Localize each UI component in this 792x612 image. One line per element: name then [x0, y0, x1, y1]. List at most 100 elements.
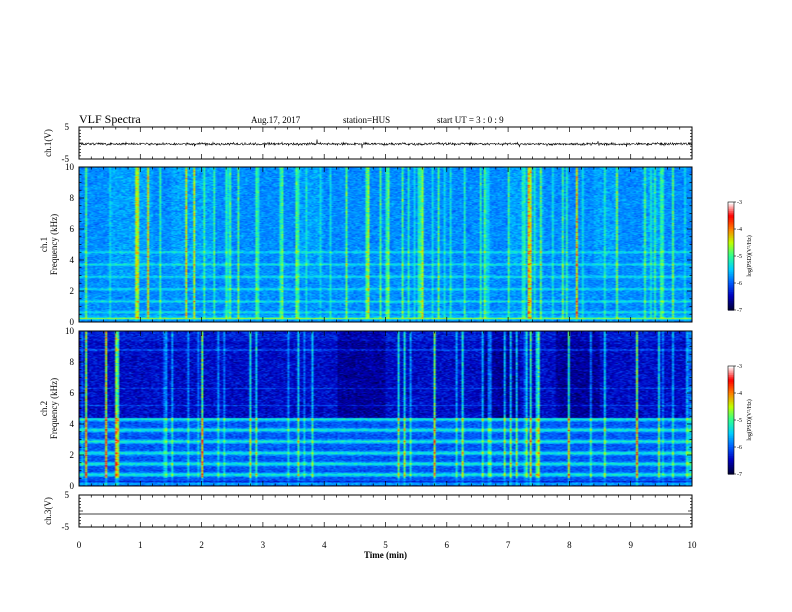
- ch1-spectrogram-image: [79, 167, 692, 322]
- colorbar-segment: [728, 308, 734, 311]
- colorbar-segment: [728, 229, 734, 232]
- x-tick-label: 6: [445, 540, 450, 550]
- colorbar-segment: [728, 452, 734, 455]
- colorbar-segment: [728, 378, 734, 381]
- colorbar-tick-label: -6: [737, 281, 742, 287]
- y-tick-label: 4: [70, 255, 75, 265]
- colorbar-segment: [728, 416, 734, 419]
- y-axis-label-channel: ch.1: [39, 237, 49, 252]
- colorbar-tick-label: -5: [737, 418, 742, 424]
- colorbar-segment: [728, 266, 734, 270]
- colorbar-segment: [728, 420, 734, 423]
- colorbar-segment: [728, 445, 734, 448]
- colorbar-segment: [728, 470, 734, 473]
- colorbar-segment: [728, 425, 734, 428]
- colorbar-segment: [728, 391, 734, 394]
- colorbar-segment: [728, 277, 734, 280]
- colorbar-segment: [728, 284, 734, 288]
- colorbar-segment: [728, 367, 734, 371]
- colorbar-segment: [728, 239, 734, 243]
- colorbar-segment: [728, 412, 734, 416]
- colorbar-tick-label: -3: [737, 364, 742, 370]
- colorbar-segment: [728, 275, 734, 279]
- colorbar-segment: [728, 465, 734, 468]
- colorbar-segment: [728, 393, 734, 396]
- colorbar-segment: [728, 403, 734, 407]
- colorbar-segment: [728, 430, 734, 434]
- colorbar-segment: [728, 250, 734, 253]
- colorbar-segment: [728, 257, 734, 261]
- x-tick-label: 0: [77, 540, 82, 550]
- colorbar-tick-label: -3: [737, 200, 742, 206]
- ch1-colorbar: -3 -4 -5 -6 -7 log(PSD)(V²/Hz): [727, 200, 753, 314]
- colorbar-segment: [728, 218, 734, 221]
- y-axis-label-frequency: Frequency (kHz): [49, 378, 59, 439]
- colorbar-tick-label: -6: [737, 445, 742, 451]
- x-tick-label: 10: [688, 540, 698, 550]
- colorbar-label: log(PSD)(V²/Hz): [746, 235, 753, 276]
- colorbar-segment: [728, 221, 734, 225]
- x-tick-label: 8: [567, 540, 572, 550]
- colorbar-segment: [728, 436, 734, 439]
- colorbar-segment: [728, 461, 734, 464]
- date-label: Aug.17, 2017: [251, 115, 301, 125]
- ch2-spectrogram-panel: [79, 331, 692, 486]
- colorbar-segment: [728, 295, 734, 298]
- x-tick-label: 9: [628, 540, 633, 550]
- colorbar-segment: [728, 382, 734, 385]
- ch2-colorbar: -3 -4 -5 -6 -7 log(PSD)(V²/Hz): [727, 364, 753, 478]
- colorbar-segment: [728, 387, 734, 390]
- colorbar-tick-label: -5: [737, 254, 742, 260]
- y-tick-label: -5: [62, 154, 70, 164]
- colorbar-tick-label: -4: [737, 227, 742, 233]
- colorbar-segment: [728, 232, 734, 235]
- colorbar-segment: [728, 369, 734, 372]
- colorbar-segment: [728, 418, 734, 421]
- colorbar-segment: [728, 301, 734, 304]
- y-axis-label: ch.1 Frequency (kHz): [39, 214, 59, 275]
- colorbar-segment: [728, 256, 734, 259]
- colorbar-segment: [728, 463, 734, 466]
- colorbar-segment: [728, 292, 734, 295]
- x-tick-label: 7: [506, 540, 511, 550]
- y-tick-label: 10: [65, 162, 75, 172]
- colorbar-segment: [728, 439, 734, 443]
- x-tick-label: 3: [261, 540, 266, 550]
- colorbar-segment: [728, 263, 734, 266]
- ch1-spectrogram-panel: [79, 167, 692, 322]
- colorbar-segment: [728, 398, 734, 401]
- colorbar-segment: [728, 207, 734, 210]
- colorbar-segment: [728, 432, 734, 435]
- colorbar-segment: [728, 389, 734, 392]
- colorbar-segment: [728, 434, 734, 437]
- colorbar-segment: [728, 373, 734, 376]
- start-time-label: start UT = 3 : 0 : 9: [437, 115, 504, 125]
- colorbar-segment: [728, 230, 734, 234]
- y-tick-label: 6: [70, 388, 75, 398]
- colorbar-segment: [728, 411, 734, 414]
- colorbar-segment: [728, 265, 734, 268]
- colorbar-segment: [728, 281, 734, 284]
- colorbar-segment: [728, 405, 734, 408]
- colorbar-segment: [728, 286, 734, 289]
- colorbar-segment: [728, 227, 734, 230]
- colorbar-segment: [728, 203, 734, 207]
- colorbar-segment: [728, 297, 734, 300]
- y-tick-label: 10: [65, 326, 75, 336]
- y-tick-label: 0: [70, 317, 75, 327]
- colorbar-segment: [728, 402, 734, 405]
- colorbar-tick-label: -4: [737, 391, 742, 397]
- colorbar-segment: [728, 252, 734, 255]
- y-tick-label: 8: [70, 193, 75, 203]
- colorbar-segment: [728, 254, 734, 257]
- colorbar-segment: [728, 457, 734, 461]
- colorbar-segment: [728, 375, 734, 378]
- x-tick-label: 2: [199, 540, 204, 550]
- x-axis-label: Time (min): [364, 550, 407, 560]
- colorbar-segment: [728, 279, 734, 282]
- y-tick-label: 6: [70, 224, 75, 234]
- colorbar-segment: [728, 245, 734, 248]
- colorbar-segment: [728, 234, 734, 237]
